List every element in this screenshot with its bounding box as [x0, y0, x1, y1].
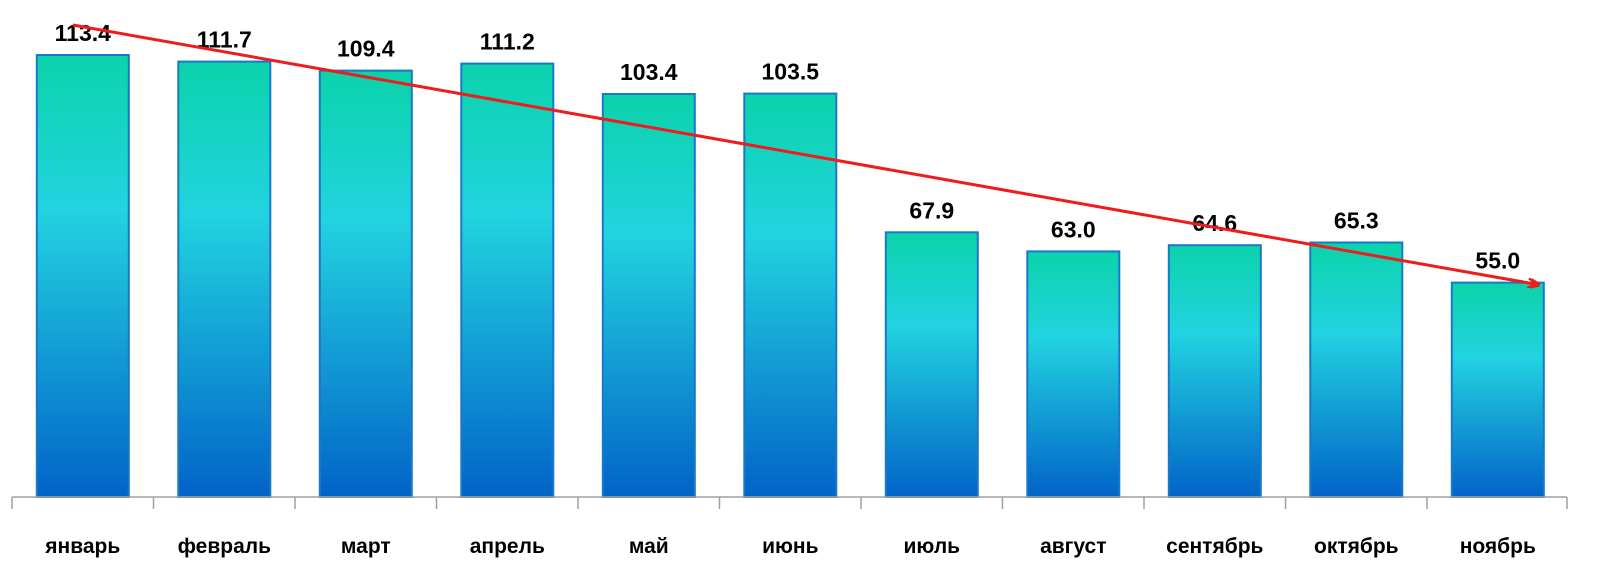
bar-2	[177, 60, 272, 498]
category-label-4: апрель	[470, 535, 545, 558]
bars-layer	[35, 54, 1545, 499]
value-label-10: 65.3	[1334, 208, 1379, 234]
bar-8	[1026, 250, 1121, 498]
trend-arrow-line	[72, 23, 1538, 285]
value-label-7: 67.9	[909, 197, 954, 223]
bar-10	[1309, 241, 1404, 498]
category-label-8: август	[1040, 535, 1106, 558]
value-label-5: 103.4	[620, 59, 678, 85]
value-label-6: 103.5	[762, 59, 820, 85]
category-labels: январь февраль март апрель май июнь июль август…	[44, 535, 1536, 558]
bar-7	[884, 231, 979, 499]
x-axis	[11, 496, 1568, 509]
value-label-1: 113.4	[55, 20, 111, 46]
bar-11	[1450, 281, 1545, 498]
trend-arrow	[72, 23, 1538, 285]
value-label-8: 63.0	[1051, 216, 1096, 242]
category-label-11: ноябрь	[1460, 535, 1536, 558]
category-label-9: сентябрь	[1166, 535, 1263, 558]
category-label-6: июнь	[762, 535, 819, 558]
category-label-1: январь	[44, 535, 120, 558]
bar-5	[601, 93, 696, 498]
bar-4	[460, 62, 555, 498]
value-label-11: 55.0	[1475, 248, 1520, 274]
category-label-2: февраль	[178, 535, 272, 558]
bar-3	[318, 69, 413, 498]
bar-6	[743, 92, 838, 498]
bar-1	[35, 54, 130, 498]
value-label-3: 109.4	[337, 36, 395, 62]
category-label-5: май	[629, 535, 669, 558]
value-label-4: 111.2	[480, 29, 535, 55]
category-label-7: июль	[904, 535, 961, 558]
category-label-3: март	[341, 535, 391, 558]
bar-9	[1167, 244, 1262, 498]
category-label-10: октябрь	[1314, 535, 1399, 558]
